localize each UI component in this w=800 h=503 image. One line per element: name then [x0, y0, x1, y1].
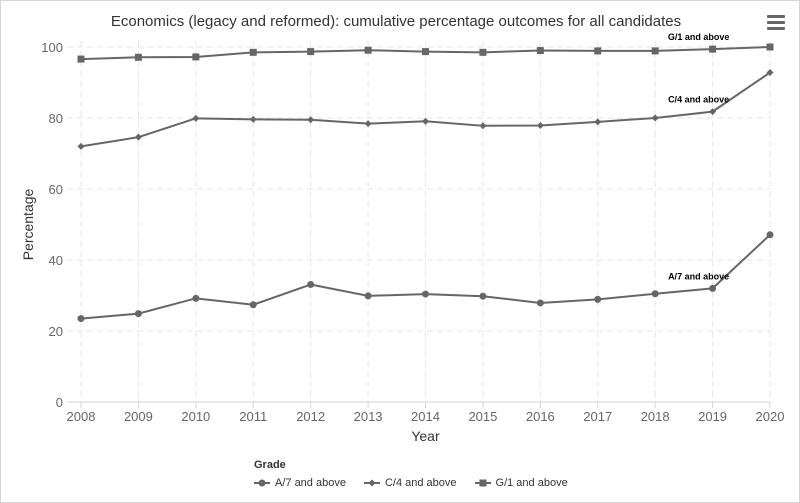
- data-point: [307, 116, 315, 124]
- data-point: [364, 292, 372, 300]
- x-tick-label: 2009: [124, 409, 153, 424]
- series-label: A/7 and above: [668, 271, 729, 281]
- y-tick-label: 20: [49, 324, 63, 339]
- legend: Grade A/7 and above C/4 and above G/1 and …: [254, 459, 568, 489]
- x-tick-label: 2020: [756, 409, 785, 424]
- data-point: [364, 46, 372, 54]
- x-tick-label: 2015: [468, 409, 497, 424]
- legend-symbol-icon: [254, 479, 270, 487]
- data-point: [536, 47, 544, 55]
- y-tick-label: 100: [41, 40, 63, 55]
- legend-symbol-icon: [474, 479, 491, 487]
- data-point: [249, 48, 257, 56]
- data-point: [307, 48, 315, 56]
- data-point: [192, 114, 200, 122]
- data-point: [479, 292, 487, 300]
- x-tick-label: 2016: [526, 409, 555, 424]
- data-point: [422, 290, 429, 298]
- legend-symbol-icon: [363, 479, 380, 487]
- data-point: [134, 133, 142, 141]
- data-point: [422, 48, 429, 56]
- data-point: [134, 310, 142, 318]
- data-point: [651, 114, 659, 122]
- y-axis-title: Percentage: [20, 188, 36, 260]
- x-tick-label: 2010: [181, 409, 210, 424]
- data-point: [594, 118, 602, 126]
- data-point: [422, 117, 429, 125]
- legend-item[interactable]: C/4 and above: [363, 477, 457, 489]
- series-label: G/1 and above: [668, 32, 730, 42]
- data-point: [709, 108, 717, 116]
- x-tick-label: 2012: [296, 409, 325, 424]
- y-tick-label: 80: [49, 111, 63, 126]
- data-point: [192, 53, 200, 61]
- data-point: [594, 295, 602, 303]
- data-point: [651, 290, 659, 298]
- data-point: [709, 45, 717, 53]
- x-tick-label: 2013: [354, 409, 383, 424]
- data-point: [192, 294, 200, 302]
- legend-items: A/7 and above C/4 and above G/1 and above: [254, 477, 568, 489]
- data-point: [594, 47, 602, 55]
- x-axis-title: Year: [411, 428, 440, 444]
- x-tick-label: 2008: [67, 409, 96, 424]
- x-tick-label: 2011: [239, 409, 267, 424]
- data-point: [766, 43, 774, 51]
- data-point: [77, 315, 85, 323]
- x-tick-label: 2019: [698, 409, 727, 424]
- y-tick-label: 0: [56, 395, 63, 410]
- data-point: [249, 301, 257, 309]
- x-tick-label: 2014: [411, 409, 440, 424]
- data-point: [77, 142, 85, 150]
- x-tick-label: 2017: [583, 409, 612, 424]
- data-point: [536, 121, 544, 129]
- data-point: [536, 299, 544, 307]
- legend-label: C/4 and above: [384, 477, 457, 489]
- legend-item[interactable]: A/7 and above: [254, 477, 346, 489]
- legend-item[interactable]: G/1 and above: [474, 477, 568, 489]
- data-point: [766, 69, 774, 77]
- data-point: [651, 47, 659, 55]
- data-point: [77, 55, 85, 63]
- legend-title: Grade: [254, 459, 286, 471]
- data-point: [479, 122, 487, 130]
- data-point: [479, 48, 487, 56]
- data-point: [709, 284, 717, 292]
- x-tick-label: 2018: [641, 409, 670, 424]
- y-tick-label: 60: [49, 182, 63, 197]
- chart-title: Economics (legacy and reformed): cumulat…: [110, 13, 682, 30]
- series-label: C/4 and above: [668, 95, 729, 105]
- data-point: [307, 280, 315, 288]
- data-point: [766, 231, 774, 239]
- data-point: [249, 115, 257, 123]
- legend-label: G/1 and above: [495, 477, 568, 489]
- data-point: [134, 53, 142, 61]
- menu-icon[interactable]: [767, 15, 785, 33]
- legend-label: A/7 and above: [275, 477, 346, 489]
- y-tick-label: 40: [49, 253, 63, 268]
- data-point: [364, 120, 372, 128]
